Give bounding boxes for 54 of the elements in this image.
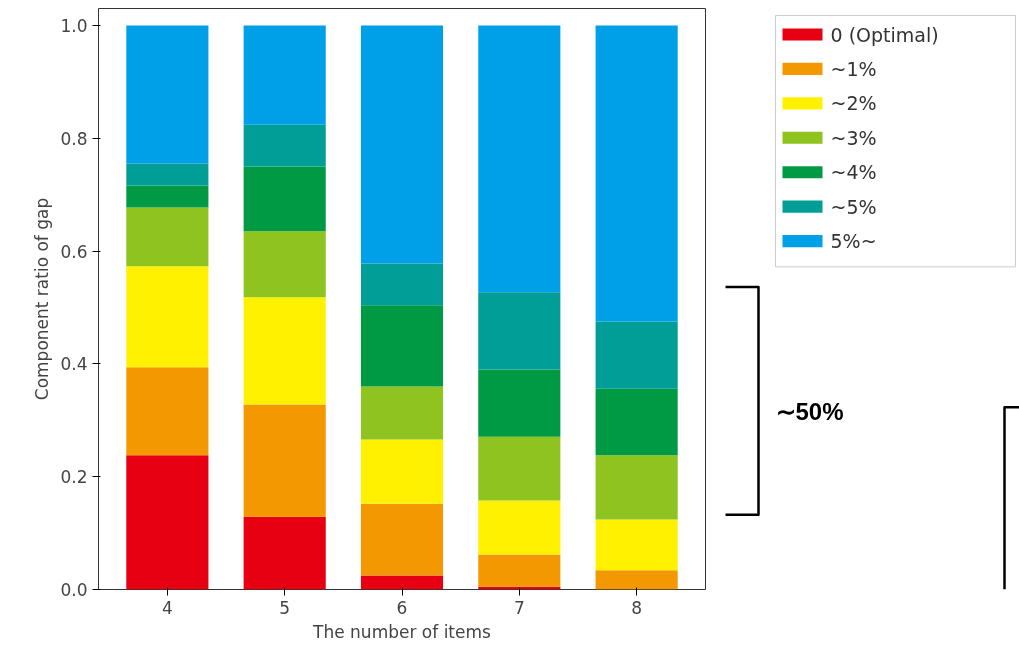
legend-label: 5%~ (830, 230, 877, 253)
bar (478, 554, 561, 587)
y-tick-label: 0.8 (60, 128, 88, 149)
bar (126, 367, 209, 456)
y-axis-title: Component ratio of gap (32, 197, 53, 401)
y-tick-label: 0.0 (60, 580, 88, 600)
bar (360, 263, 444, 306)
legend-label: ~5% (830, 195, 877, 218)
bar (243, 166, 326, 232)
x-tick-label: 7 (513, 597, 525, 618)
x-tick-label: 6 (396, 597, 408, 618)
bar (360, 439, 444, 504)
text: ∼50% (775, 398, 844, 426)
bar (360, 503, 444, 576)
bar (360, 575, 444, 590)
y-tick-label: 1.0 (60, 15, 88, 36)
bar (360, 305, 444, 387)
y-tick-label: 0.4 (60, 354, 88, 375)
bar (243, 404, 326, 517)
bar (126, 455, 209, 590)
bar (126, 25, 209, 164)
y-tick-label: 0.6 (60, 241, 88, 262)
legend-label: ~2% (830, 92, 877, 115)
bar (595, 519, 678, 571)
bar (595, 321, 678, 389)
legend-label: 0 (Optimal) (830, 23, 939, 46)
y-tick-label: 0.2 (60, 467, 88, 488)
bar (126, 185, 209, 208)
bar (595, 25, 678, 322)
bar (126, 163, 209, 186)
legend-label: ~3% (830, 126, 877, 149)
x-tick-label: 4 (161, 597, 173, 618)
bar (126, 207, 209, 267)
bar (243, 25, 326, 125)
bar (595, 570, 678, 590)
bar (478, 25, 561, 293)
x-tick-label: 5 (279, 597, 291, 618)
x-axis-title: The number of items (312, 621, 492, 642)
bar (243, 124, 326, 167)
legend-label: ~4% (830, 161, 877, 184)
legend-label: ~1% (830, 57, 877, 80)
bar (243, 231, 326, 298)
bar (478, 292, 561, 370)
bar (595, 455, 678, 520)
x-tick-label: 8 (631, 597, 643, 618)
bar (478, 500, 561, 555)
bar (478, 369, 561, 437)
bar (478, 436, 561, 501)
bar (126, 266, 209, 368)
bar (243, 297, 326, 405)
bar (360, 25, 444, 264)
bar (360, 386, 444, 440)
bar (243, 516, 326, 590)
bar (595, 388, 678, 456)
